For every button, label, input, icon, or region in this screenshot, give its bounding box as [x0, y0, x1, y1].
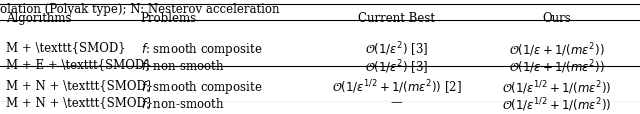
Text: M + \texttt{SMOD}: M + \texttt{SMOD} — [6, 41, 126, 54]
Text: $f$: smooth composite: $f$: smooth composite — [141, 41, 262, 58]
Text: $\mathcal{O}(1/\varepsilon+1/(m\varepsilon^2))$: $\mathcal{O}(1/\varepsilon+1/(m\varepsil… — [509, 58, 605, 75]
Text: $\mathcal{O}(1/\varepsilon^{1/2}+1/(m\varepsilon^2))$: $\mathcal{O}(1/\varepsilon^{1/2}+1/(m\va… — [502, 78, 612, 96]
Text: Ours: Ours — [543, 12, 571, 25]
Text: Algorithms: Algorithms — [6, 12, 72, 25]
Text: $f$: non-smooth: $f$: non-smooth — [141, 96, 224, 110]
Text: Problems: Problems — [141, 12, 197, 25]
Text: M + N + \texttt{SMOD}: M + N + \texttt{SMOD} — [6, 96, 154, 109]
Text: $\mathcal{O}(1/\varepsilon^2)$ [3]: $\mathcal{O}(1/\varepsilon^2)$ [3] — [365, 58, 428, 76]
Text: Current Best: Current Best — [358, 12, 435, 25]
Text: M + E + \texttt{SMOD}: M + E + \texttt{SMOD} — [6, 58, 152, 71]
Text: —: — — [391, 96, 403, 109]
Text: $\mathcal{O}(1/\varepsilon^{1/2}+1/(m\varepsilon^2))$ [2]: $\mathcal{O}(1/\varepsilon^{1/2}+1/(m\va… — [332, 78, 461, 97]
Text: olation (Polyak type); N: Nesterov acceleration: olation (Polyak type); N: Nesterov accel… — [0, 3, 280, 16]
Text: M + N + \texttt{SMOD}: M + N + \texttt{SMOD} — [6, 78, 154, 91]
Text: $\mathcal{O}(1/\varepsilon+1/(m\varepsilon^2))$: $\mathcal{O}(1/\varepsilon+1/(m\varepsil… — [509, 41, 605, 58]
Text: $\mathcal{O}(1/\varepsilon^{1/2}+1/(m\varepsilon^2))$: $\mathcal{O}(1/\varepsilon^{1/2}+1/(m\va… — [502, 96, 612, 113]
Text: $f$: non-smooth: $f$: non-smooth — [141, 58, 224, 72]
Text: $\mathcal{O}(1/\varepsilon^2)$ [3]: $\mathcal{O}(1/\varepsilon^2)$ [3] — [365, 41, 428, 59]
Text: $f$: smooth composite: $f$: smooth composite — [141, 78, 262, 95]
